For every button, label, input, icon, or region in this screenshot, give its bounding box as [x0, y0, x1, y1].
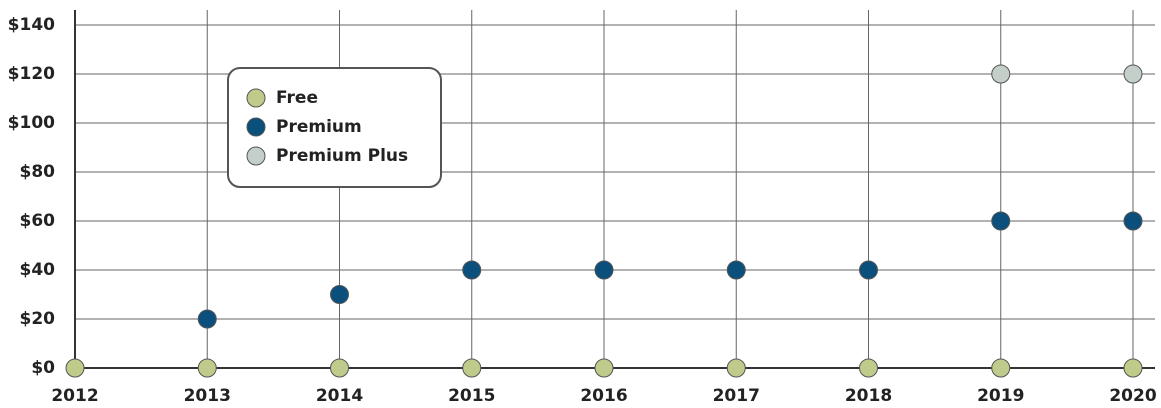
y-tick-label: $20: [20, 309, 56, 329]
point: [594, 260, 614, 280]
x-tick-label: 2017: [713, 386, 760, 406]
legend-label: Free: [276, 88, 318, 108]
x-tick-label: 2020: [1109, 386, 1156, 406]
point: [462, 260, 482, 280]
point: [991, 358, 1011, 378]
point: [462, 358, 482, 378]
legend-marker: [246, 146, 266, 166]
x-tick-label: 2012: [51, 386, 98, 406]
point: [65, 358, 85, 378]
point: [991, 211, 1011, 231]
point: [594, 358, 614, 378]
point: [726, 358, 746, 378]
point: [330, 285, 349, 304]
point: [1123, 64, 1143, 84]
x-tick-label: 2018: [845, 386, 892, 406]
point: [726, 260, 746, 280]
point: [197, 309, 217, 329]
y-tick-label: $40: [20, 260, 56, 280]
y-tick-label: $100: [8, 113, 55, 133]
point: [859, 358, 878, 378]
x-tick-label: 2016: [580, 386, 627, 406]
legend-label: Premium Plus: [276, 146, 408, 166]
y-tick-label: $80: [20, 162, 56, 182]
x-tick-label: 2015: [448, 386, 495, 406]
point: [330, 358, 349, 378]
legend-marker: [246, 117, 266, 137]
y-tick-label: $60: [20, 211, 56, 231]
y-tick-label: $0: [31, 358, 55, 378]
y-tick-label: $140: [8, 15, 55, 35]
legend-label: Premium: [276, 117, 362, 137]
point: [991, 64, 1011, 84]
point: [859, 260, 878, 280]
point: [1123, 211, 1143, 231]
x-tick-label: 2013: [184, 386, 231, 406]
x-tick-label: 2014: [316, 386, 363, 406]
y-tick-label: $120: [8, 64, 55, 84]
legend-marker: [246, 88, 266, 108]
legend-box: [227, 67, 442, 188]
point: [197, 358, 217, 378]
legend: Free Premium Premium Plus: [227, 67, 442, 188]
x-tick-label: 2019: [977, 386, 1024, 406]
point: [1123, 358, 1143, 378]
